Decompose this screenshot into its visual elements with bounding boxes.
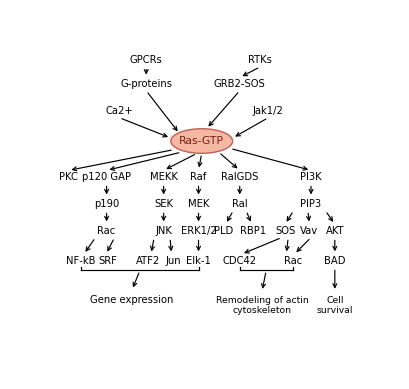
Text: Cell
survival: Cell survival: [317, 296, 353, 315]
Text: BAD: BAD: [324, 256, 346, 266]
Text: NF-kB: NF-kB: [67, 256, 96, 266]
Text: Raf: Raf: [190, 172, 207, 182]
Text: Rac: Rac: [97, 226, 116, 236]
Text: Ras-GTP: Ras-GTP: [179, 136, 224, 146]
Text: ERK1/2: ERK1/2: [181, 226, 216, 236]
Text: Ral: Ral: [232, 199, 247, 209]
Text: PKC: PKC: [59, 172, 78, 182]
Text: PI3K: PI3K: [300, 172, 322, 182]
Text: ATF2: ATF2: [136, 256, 160, 266]
Text: PLD: PLD: [214, 226, 234, 236]
Text: Vav: Vav: [300, 226, 319, 236]
Text: Remodeling of actin
cytoskeleton: Remodeling of actin cytoskeleton: [216, 296, 308, 315]
Text: CDC42: CDC42: [222, 256, 257, 266]
Text: GRB2-SOS: GRB2-SOS: [214, 79, 265, 89]
Text: Jak1/2: Jak1/2: [253, 106, 284, 116]
Text: SRF: SRF: [98, 256, 117, 266]
Text: Elk-1: Elk-1: [186, 256, 211, 266]
Ellipse shape: [171, 129, 233, 153]
Text: Ca2+: Ca2+: [106, 106, 133, 116]
Text: AKT: AKT: [326, 226, 344, 236]
Text: Gene expression: Gene expression: [90, 295, 174, 305]
Text: GPCRs: GPCRs: [130, 55, 163, 65]
Text: MEK: MEK: [188, 199, 209, 209]
Text: RBP1: RBP1: [240, 226, 266, 236]
Text: PIP3: PIP3: [301, 199, 321, 209]
Text: Jun: Jun: [165, 256, 181, 266]
Text: SEK: SEK: [154, 199, 173, 209]
Text: G-proteins: G-proteins: [120, 79, 172, 89]
Text: p190: p190: [94, 199, 119, 209]
Text: MEKK: MEKK: [150, 172, 178, 182]
Text: RTKs: RTKs: [248, 55, 272, 65]
Text: SOS: SOS: [275, 226, 295, 236]
Text: Rac: Rac: [283, 256, 302, 266]
Text: JNK: JNK: [155, 226, 172, 236]
Text: RalGDS: RalGDS: [221, 172, 258, 182]
Text: p120 GAP: p120 GAP: [82, 172, 131, 182]
